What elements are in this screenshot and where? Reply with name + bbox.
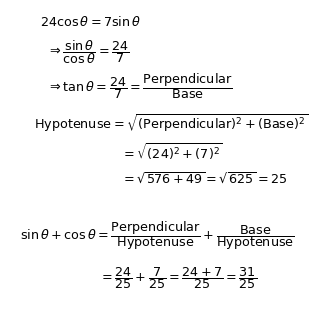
Text: $24\cos\theta = 7\sin\theta$: $24\cos\theta = 7\sin\theta$ [40,15,141,29]
Text: $\Rightarrow\dfrac{\sin\theta}{\cos\theta} = \dfrac{24}{7}$: $\Rightarrow\dfrac{\sin\theta}{\cos\thet… [47,38,129,66]
Text: $\mathrm{Hypotenuse} = \sqrt{(\mathrm{Perpendicular})^2 + (\mathrm{Base})^2}$: $\mathrm{Hypotenuse} = \sqrt{(\mathrm{Pe… [34,113,308,135]
Text: $= \sqrt{(24)^2 + (7)^2}$: $= \sqrt{(24)^2 + (7)^2}$ [121,141,222,163]
Text: $\sin\theta + \cos\theta = \dfrac{\mathrm{Perpendicular}}{\mathrm{Hypotenuse}} +: $\sin\theta + \cos\theta = \dfrac{\mathr… [20,219,295,252]
Text: $\Rightarrow\tan\theta = \dfrac{24}{7} = \dfrac{\mathrm{Perpendicular}}{\mathrm{: $\Rightarrow\tan\theta = \dfrac{24}{7} =… [47,71,232,101]
Text: $= \sqrt{576 + 49} = \sqrt{625} = 25$: $= \sqrt{576 + 49} = \sqrt{625} = 25$ [121,172,287,187]
Text: $= \dfrac{24}{25} + \dfrac{7}{25} = \dfrac{24+7}{25} = \dfrac{31}{25}$: $= \dfrac{24}{25} + \dfrac{7}{25} = \dfr… [99,265,257,291]
